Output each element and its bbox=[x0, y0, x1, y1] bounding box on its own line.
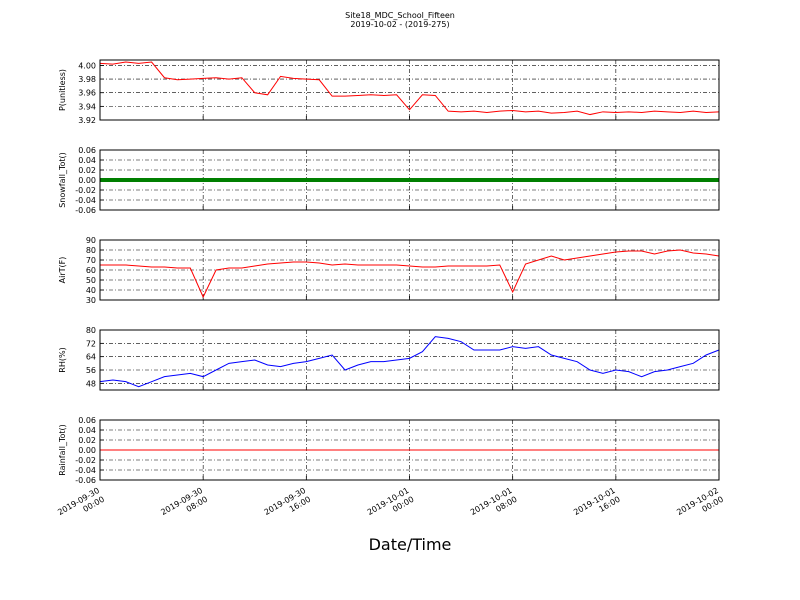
x-tick-label: 2019-10-0100:00 bbox=[366, 486, 416, 526]
data-line bbox=[99, 61, 720, 116]
y-tick-label: 0.00 bbox=[78, 446, 96, 455]
panel-frame bbox=[99, 149, 720, 211]
y-tick-label: 3.98 bbox=[78, 75, 96, 84]
y-tick-label: 50 bbox=[86, 276, 96, 285]
y-tick-label: 3.94 bbox=[78, 102, 96, 111]
x-tick-label: 2019-09-3008:00 bbox=[159, 486, 209, 526]
y-tick-label: 4.00 bbox=[78, 61, 96, 70]
y-tick-label: 0.02 bbox=[78, 436, 96, 445]
y-tick-label: 0.02 bbox=[78, 166, 96, 175]
data-line bbox=[99, 336, 720, 388]
y-tick-label: 80 bbox=[86, 246, 96, 255]
chart-title: Site18_MDC_School_Fifteen bbox=[345, 11, 455, 20]
y-tick-label: 0.06 bbox=[78, 416, 96, 425]
panel-frame bbox=[99, 239, 720, 301]
y-tick-label: 60 bbox=[86, 266, 96, 275]
y-tick-label: 64 bbox=[86, 353, 96, 362]
x-tick-label: 2019-10-0116:00 bbox=[572, 486, 622, 526]
y-tick-label: 0.06 bbox=[78, 146, 96, 155]
y-tick-label: 0.04 bbox=[78, 426, 96, 435]
y-tick-label: 0.04 bbox=[78, 156, 96, 165]
y-tick-label: 70 bbox=[86, 256, 96, 265]
y-axis-label: Rainfall_Tot() bbox=[58, 424, 67, 476]
y-tick-label: -0.02 bbox=[75, 456, 96, 465]
x-tick-label: 2019-10-0200:00 bbox=[675, 486, 725, 526]
panel-frame bbox=[99, 59, 720, 121]
y-tick-label: 0.00 bbox=[78, 176, 96, 185]
y-tick-label: -0.02 bbox=[75, 186, 96, 195]
y-axis-label: RH(%) bbox=[58, 347, 67, 372]
y-tick-label: -0.04 bbox=[75, 196, 96, 205]
y-axis-label: Snowfall_Tot() bbox=[58, 152, 67, 208]
data-line bbox=[100, 249, 720, 299]
y-tick-label: 72 bbox=[86, 339, 96, 348]
y-tick-label: 3.92 bbox=[78, 116, 96, 125]
panel-frame bbox=[99, 419, 720, 481]
x-axis-label: Date/Time bbox=[369, 535, 452, 554]
y-tick-label: 48 bbox=[86, 379, 96, 388]
y-tick-label: 80 bbox=[86, 326, 96, 335]
y-tick-label: -0.04 bbox=[75, 466, 96, 475]
y-tick-label: -0.06 bbox=[75, 206, 96, 215]
x-tick-label: 2019-09-3016:00 bbox=[263, 486, 313, 526]
y-tick-label: 40 bbox=[86, 286, 96, 295]
chart-subtitle: 2019-10-02 - (2019-275) bbox=[350, 20, 449, 29]
y-tick-label: 56 bbox=[86, 366, 96, 375]
x-tick-label: 2019-09-3000:00 bbox=[56, 486, 106, 526]
y-axis-label: P(unitless) bbox=[58, 69, 67, 111]
y-tick-label: -0.06 bbox=[75, 476, 96, 485]
y-tick-label: 30 bbox=[86, 296, 96, 305]
y-axis-label: AirT(F) bbox=[58, 257, 67, 284]
y-tick-label: 90 bbox=[86, 236, 96, 245]
panel-frame bbox=[99, 329, 720, 391]
y-tick-label: 3.96 bbox=[78, 89, 96, 98]
x-tick-label: 2019-10-0108:00 bbox=[469, 486, 519, 526]
